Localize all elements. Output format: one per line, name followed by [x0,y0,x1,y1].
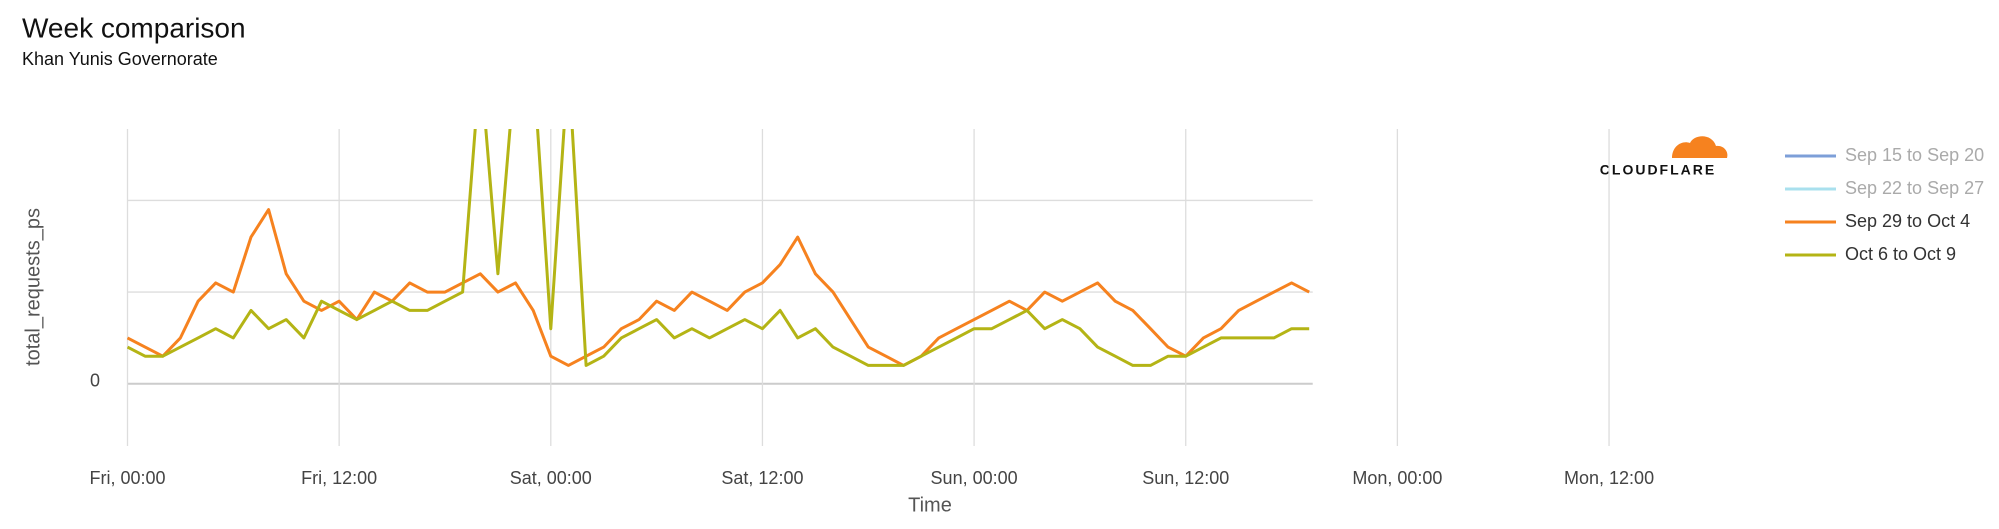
y-axis-title: total_requests_ps [22,208,44,366]
chart-title: Week comparison [22,12,246,43]
legend-label[interactable]: Sep 15 to Sep 20 [1845,145,1984,165]
line-series [127,129,1310,367]
x-tick-label: Fri, 00:00 [89,468,165,488]
legend-label[interactable]: Sep 29 to Oct 4 [1845,211,1970,231]
x-tick-label: Sun, 12:00 [1142,468,1229,488]
x-tick-label: Mon, 12:00 [1564,468,1654,488]
x-tick-label: Fri, 12:00 [301,468,377,488]
legend-label[interactable]: Sep 22 to Sep 27 [1845,178,1984,198]
y-tick-label: 0 [90,370,100,390]
line-series [127,208,1310,367]
x-tick-label: Mon, 00:00 [1352,468,1442,488]
chart-subtitle: Khan Yunis Governorate [22,49,218,69]
logo: CLOUDFLARE [1600,136,1728,178]
legend-label[interactable]: Oct 6 to Oct 9 [1845,244,1956,264]
plot-lines [127,129,1310,367]
x-axis-title: Time [908,494,952,516]
logo-text: CLOUDFLARE [1600,162,1716,178]
x-tick-label: Sat, 00:00 [510,468,592,488]
x-tick-label: Sat, 12:00 [721,468,803,488]
logo-cloud [1672,136,1728,158]
x-tick-label: Sun, 00:00 [931,468,1018,488]
